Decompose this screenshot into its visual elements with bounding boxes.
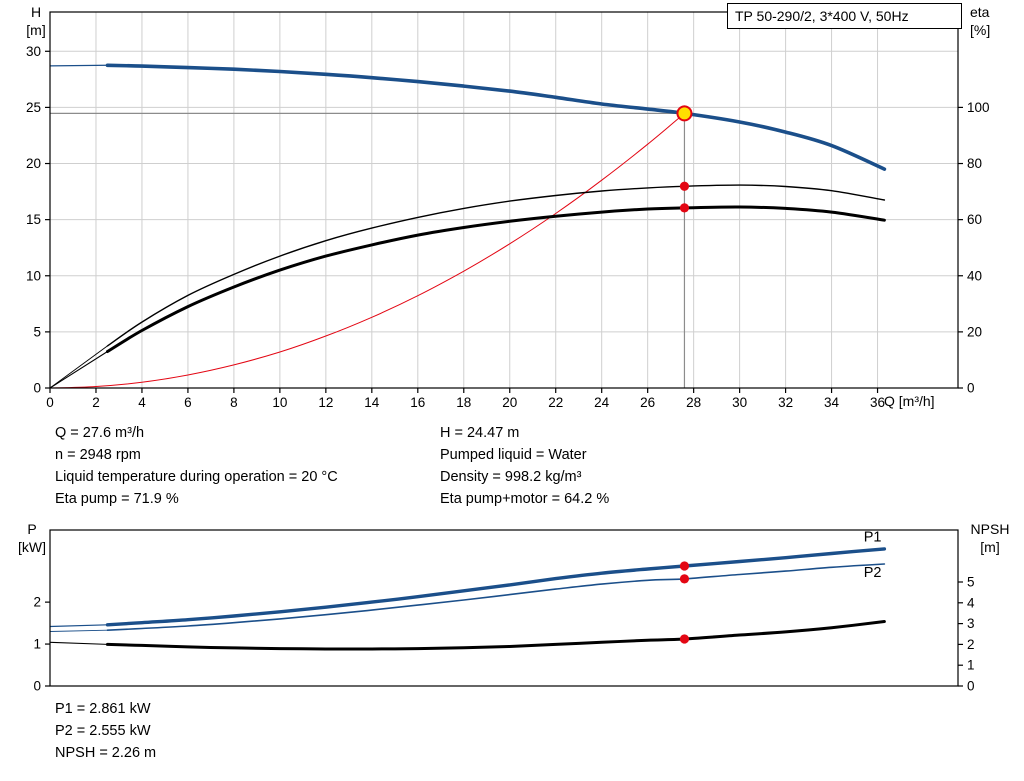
- qh-curve-curve: [105, 63, 887, 171]
- p1-curve-lead: [49, 624, 108, 628]
- y-right-tick-label: 60: [967, 212, 982, 227]
- npsh-axis-unit: [m]: [980, 539, 1000, 555]
- x-tick-label: 24: [594, 395, 610, 410]
- y-left-tick-label: 25: [26, 100, 41, 115]
- x-tick-label: 26: [640, 395, 655, 410]
- y-right-tick-label: 4: [967, 595, 975, 610]
- operating-info-right: H = 24.47 m Pumped liquid = Water Densit…: [440, 422, 609, 510]
- duty-point-dot: [679, 203, 690, 213]
- y-right-tick-label: 1: [967, 658, 975, 673]
- pump-model-title: TP 50-290/2, 3*400 V, 50Hz: [727, 3, 962, 29]
- info-p1: P1 = 2.861 kW: [55, 701, 151, 717]
- y-right-tick-label: 80: [967, 156, 982, 171]
- info-q: Q = 27.6 m³/h: [55, 425, 145, 441]
- y-left-tick-label: 5: [33, 324, 41, 339]
- power-info: P1 = 2.861 kW P2 = 2.555 kW NPSH = 2.26 …: [55, 698, 156, 764]
- info-pumped-liquid: Pumped liquid = Water: [440, 447, 587, 463]
- y-left-tick-label: 1: [33, 637, 41, 652]
- y-left-tick-label: 20: [26, 156, 41, 171]
- y-right-tick-label: 2: [967, 637, 975, 652]
- info-liquid-temperature: Liquid temperature during operation = 20…: [55, 469, 338, 485]
- y-right-tick-label: 0: [967, 381, 975, 396]
- duty-point-dot: [679, 634, 690, 644]
- x-tick-label: 20: [502, 395, 517, 410]
- x-tick-label: 22: [548, 395, 563, 410]
- eta-axis-label: eta [%]: [970, 3, 1020, 39]
- eta-axis-symbol: eta: [970, 4, 990, 20]
- y-left-tick-label: 15: [26, 212, 41, 227]
- x-tick-label: 34: [824, 395, 840, 410]
- info-speed: n = 2948 rpm: [55, 447, 141, 463]
- p-axis-label: P [kW]: [10, 520, 54, 556]
- npsh-curve: [106, 620, 886, 651]
- x-tick-label: 30: [732, 395, 747, 410]
- x-tick-label: 10: [272, 395, 287, 410]
- p1-curve: [105, 547, 887, 627]
- q-axis-label: Q [m³/h]: [884, 393, 935, 409]
- p2-curve-lead: [49, 629, 108, 632]
- operating-info-left: Q = 27.6 m³/h n = 2948 rpm Liquid temper…: [55, 422, 338, 510]
- y-right-tick-label: 100: [967, 100, 990, 115]
- duty-point-dot: [679, 574, 690, 584]
- p2-curve: [106, 563, 886, 631]
- x-tick-label: 2: [92, 395, 100, 410]
- eta-pump-curve-lead: [49, 345, 108, 389]
- y-right-tick-label: 40: [967, 268, 982, 283]
- p1-curve-label: P1: [864, 529, 882, 545]
- plot-border: [49, 11, 959, 389]
- info-p2: P2 = 2.555 kW: [55, 723, 151, 739]
- y-left-tick-label: 2: [33, 595, 41, 610]
- info-h: H = 24.47 m: [440, 425, 520, 441]
- x-tick-label: 18: [456, 395, 471, 410]
- x-tick-label: 32: [778, 395, 793, 410]
- x-tick-label: 6: [184, 395, 192, 410]
- h-axis-label: H [m]: [18, 3, 54, 39]
- info-npsh: NPSH = 2.26 m: [55, 745, 157, 761]
- y-right-tick-label: 3: [967, 616, 975, 631]
- duty-point-dot: [679, 181, 690, 191]
- system-curve-curve: [49, 113, 685, 389]
- x-tick-label: 4: [138, 395, 146, 410]
- info-density: Density = 998.2 kg/m³: [440, 469, 582, 485]
- plot-border: [49, 529, 959, 687]
- x-tick-label: 16: [410, 395, 425, 410]
- p-axis-symbol: P: [27, 521, 37, 537]
- y-left-tick-label: 0: [33, 679, 41, 694]
- y-right-tick-label: 20: [967, 324, 982, 339]
- info-eta-pump: Eta pump = 71.9 %: [55, 491, 179, 507]
- eta-axis-unit: [%]: [970, 22, 991, 38]
- power-npsh-chart: P1 P2 0 1 2 0 1 2 3 4 5: [33, 529, 975, 693]
- eta-pump-motor-curve-lead: [49, 351, 108, 389]
- x-tick-label: 0: [46, 395, 54, 410]
- npsh-axis-label: NPSH [m]: [960, 520, 1020, 556]
- operating-point-marker[interactable]: [676, 105, 693, 122]
- y-left-tick-label: 10: [26, 268, 41, 283]
- p-axis-unit: [kW]: [18, 539, 46, 555]
- x-tick-label: 12: [318, 395, 333, 410]
- y-left-tick-label: 0: [33, 381, 41, 396]
- h-axis-symbol: H: [30, 4, 42, 20]
- y-left-tick-label: 30: [26, 44, 41, 59]
- info-eta-pump-motor: Eta pump+motor = 64.2 %: [440, 491, 610, 507]
- qh-curve-curve-lead: [49, 64, 108, 67]
- duty-point-dot: [679, 561, 690, 571]
- qh-eta-chart: 0 2 4 6 8 10 12 14 16 18 20 22 24 26 28 30 32 34 360510152…: [26, 11, 990, 410]
- npsh-curve-lead: [49, 641, 108, 645]
- h-axis-unit: [m]: [26, 22, 46, 38]
- x-tick-label: 36: [870, 395, 885, 410]
- p2-curve-label: P2: [864, 565, 882, 581]
- y-right-tick-label: 0: [967, 679, 975, 694]
- npsh-axis-symbol: NPSH: [970, 521, 1010, 537]
- eta-pump-curve: [106, 184, 886, 347]
- y-right-tick-label: 5: [967, 575, 975, 590]
- x-tick-label: 28: [686, 395, 701, 410]
- x-tick-label: 8: [230, 395, 238, 410]
- x-tick-label: 14: [364, 395, 380, 410]
- eta-pump-motor-curve: [106, 205, 886, 353]
